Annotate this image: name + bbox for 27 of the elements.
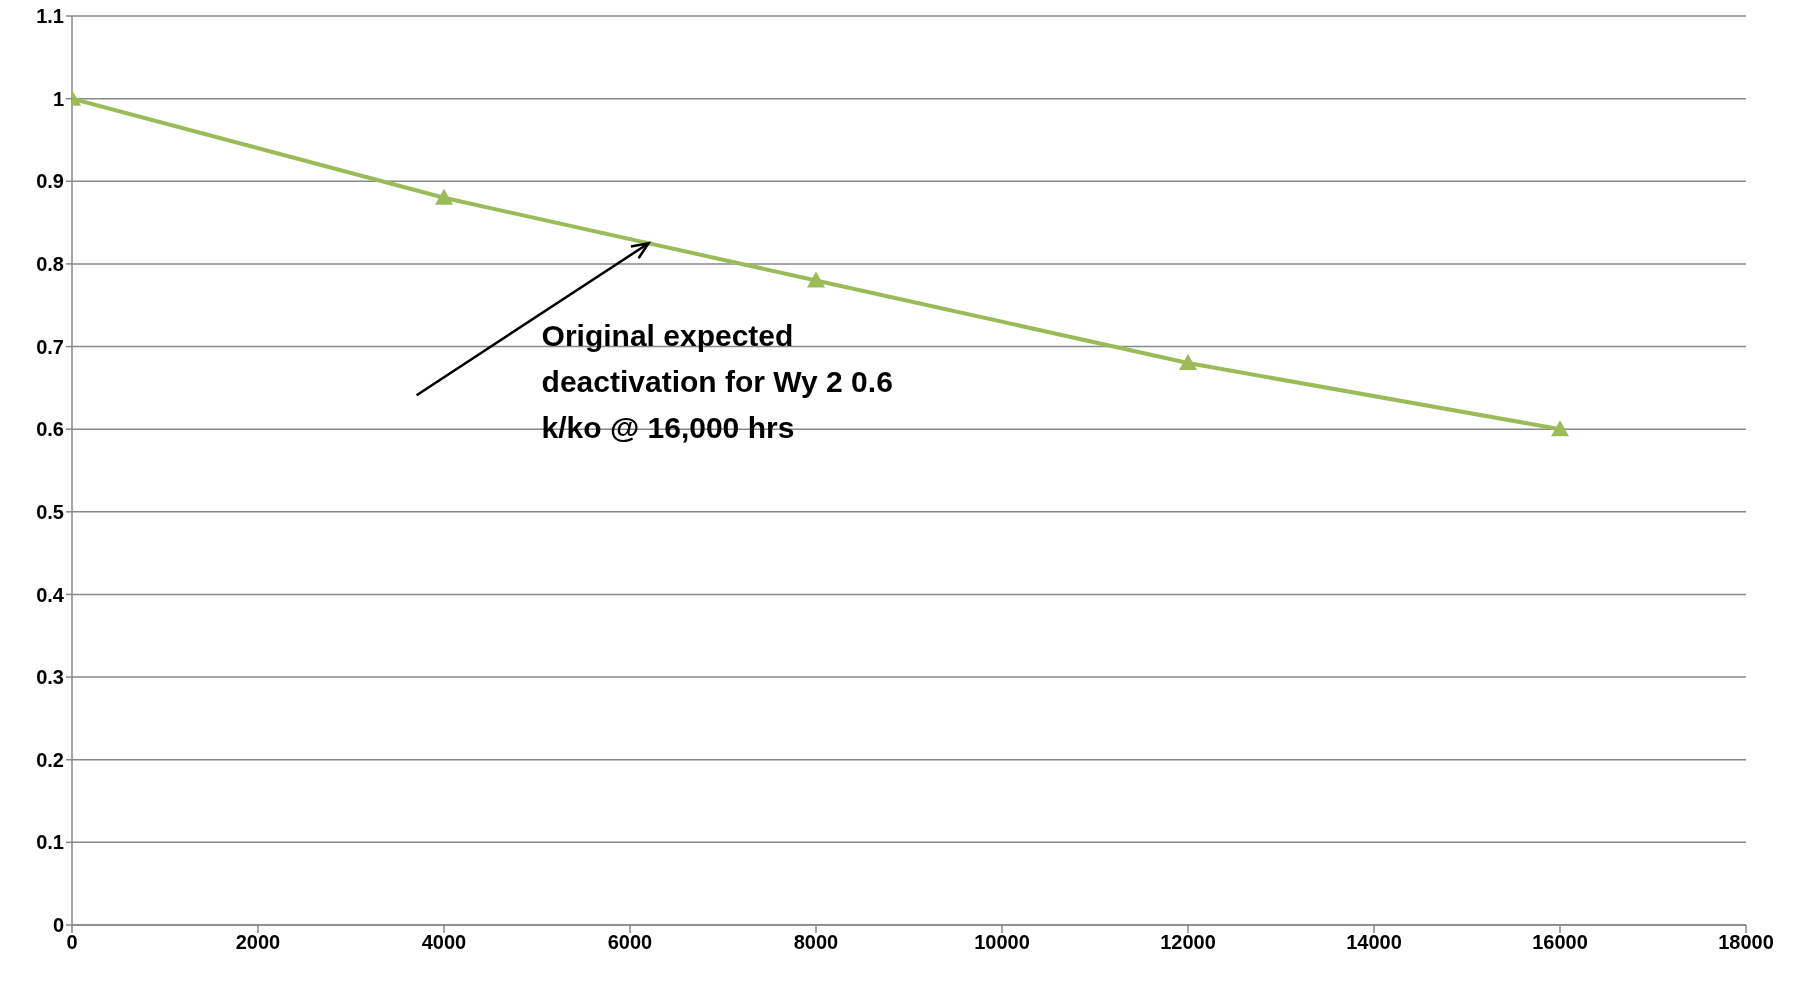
y-tick-label: 0.9 (36, 170, 64, 193)
x-tick-label: 0 (66, 931, 78, 954)
y-tick-label: 0.2 (36, 748, 64, 771)
y-tick-label: 0.6 (36, 418, 64, 441)
point (435, 188, 453, 205)
y-tick-label: 0.7 (36, 335, 64, 358)
x-tick-label: 14000 (1346, 931, 1402, 954)
y-tick-label: 1.1 (36, 5, 64, 28)
x-tick-label: 16000 (1532, 931, 1588, 954)
y-tick-label: 0.5 (36, 500, 64, 523)
x-tick-label: 6000 (607, 931, 653, 954)
y-tick-label: 0.1 (36, 831, 64, 854)
x-tick-label: 4000 (421, 931, 467, 954)
y-tick-label: 1 (52, 87, 64, 110)
annotation: Original expected deactivation for Wy 2 0.6 k/ko @ 16,000 hrs (541, 318, 894, 447)
y-tick-label: 0.3 (36, 666, 64, 689)
x-tick-label: 10000 (974, 931, 1030, 954)
point (1179, 354, 1197, 371)
x-tick-label: 2000 (235, 931, 281, 954)
y-tick-label: 0 (52, 914, 64, 937)
point (1551, 420, 1569, 437)
x-tick-label: 12000 (1160, 931, 1216, 954)
point (807, 271, 825, 288)
x-tick-label: 8000 (793, 931, 839, 954)
y-tick-label: 0.8 (36, 253, 64, 276)
y-tick-label: 0.4 (36, 583, 65, 606)
x-tick-label: 18000 (1718, 931, 1774, 954)
